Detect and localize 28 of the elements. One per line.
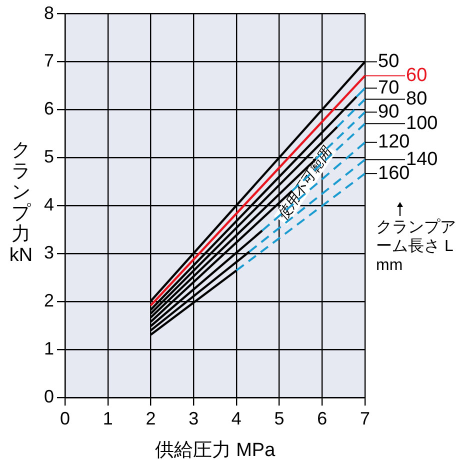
y-tick-label: 5: [44, 146, 54, 167]
legend-label: 80: [406, 88, 428, 110]
legend-label: 60: [406, 64, 428, 86]
x-tick-label: 0: [60, 408, 70, 428]
x-tick-label: 1: [102, 408, 113, 428]
legend-label: 70: [378, 77, 400, 98]
x-tick-label: 5: [274, 408, 284, 428]
y-tick-label: 0: [44, 386, 54, 407]
legend-label: 120: [378, 132, 410, 153]
y-tick-label: 7: [44, 50, 54, 71]
legend-label: 50: [378, 51, 400, 72]
y-tick-label: 4: [44, 194, 54, 215]
x-tick-label: 3: [188, 408, 199, 428]
x-tick-label: 4: [231, 408, 242, 428]
x-tick-label: 7: [360, 408, 370, 428]
x-axis-title: 供給圧力 MPa: [154, 440, 276, 461]
y-tick-label: 8: [44, 2, 54, 23]
y-tick-label: 1: [44, 338, 54, 359]
y-tick-label: 6: [44, 98, 54, 119]
legend-label: 90: [378, 101, 400, 122]
y-axis-title: クランプ力 kN: [8, 140, 34, 267]
legend-label: 160: [378, 162, 410, 184]
x-tick-label: 6: [317, 408, 328, 428]
x-tick-label: 2: [146, 408, 156, 428]
legend-title: クランプアーム長さ L mm: [376, 218, 457, 275]
legend-label: 100: [406, 112, 438, 134]
y-tick-label: 3: [44, 242, 54, 263]
y-tick-label: 2: [44, 290, 54, 311]
